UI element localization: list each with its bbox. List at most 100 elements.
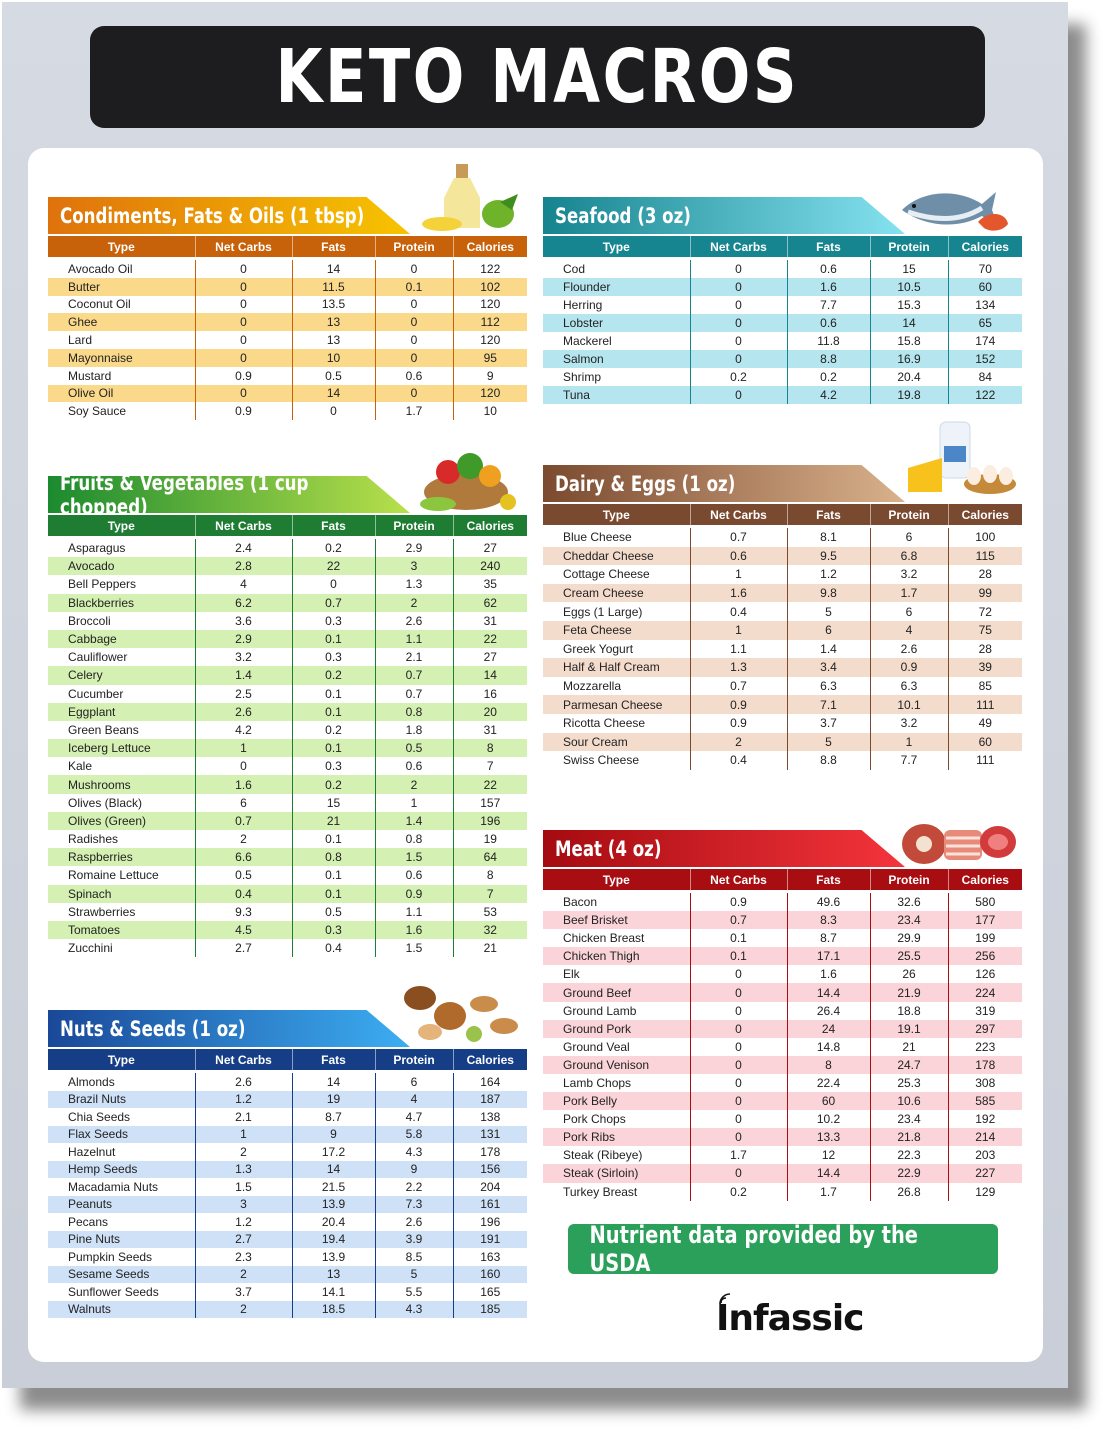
cell-value: 13 xyxy=(291,313,375,332)
food-name: Soy Sauce xyxy=(68,404,127,419)
food-name: Bell Peppers xyxy=(68,577,137,592)
cell-value: 0.6 xyxy=(786,314,870,332)
cell-value: 0.1 xyxy=(291,830,375,849)
food-name: Cucumber xyxy=(68,686,124,701)
cell-value: 21 xyxy=(869,1037,948,1056)
cell-value: 19.8 xyxy=(869,386,948,404)
cell-value: 21 xyxy=(291,811,375,830)
cell-value: 9.5 xyxy=(786,546,870,566)
cell-value: 100 xyxy=(947,528,1022,547)
cell-value: 1.3 xyxy=(374,575,453,594)
cell-value: 5.5 xyxy=(374,1283,453,1301)
cell-value: 196 xyxy=(452,811,527,830)
cell-value: 16 xyxy=(452,684,527,703)
section-fruits-vegetables: Fruits & Vegetables (1 cup chopped) Type N… xyxy=(48,476,527,958)
column-header: Net Carbs xyxy=(194,515,292,536)
cell-value: 227 xyxy=(947,1164,1022,1183)
cell-value: 129 xyxy=(947,1182,1022,1201)
cell-value: 24.7 xyxy=(869,1055,948,1074)
cell-value: 0.9 xyxy=(689,893,787,912)
column-header: Protein xyxy=(869,236,948,257)
cell-value: 120 xyxy=(452,331,527,349)
cell-value: 10.6 xyxy=(869,1092,948,1111)
cell-value: 0 xyxy=(194,277,292,296)
table-row: Pork Belly 0 60 10.6 585 xyxy=(543,1092,1022,1111)
cell-value: 580 xyxy=(947,893,1022,912)
cell-value: 12 xyxy=(786,1146,870,1165)
food-name: Flounder xyxy=(563,280,611,294)
food-name: Walnuts xyxy=(68,1302,111,1317)
cell-value: 21.9 xyxy=(869,983,948,1002)
table-row: Pecans 1.2 20.4 2.6 196 xyxy=(48,1213,527,1231)
cell-value: 0.9 xyxy=(194,402,292,421)
table-row: Herring 0 7.7 15.3 134 xyxy=(543,296,1022,314)
cell-value: 28 xyxy=(947,639,1022,659)
food-name: Olive Oil xyxy=(68,386,114,401)
cell-value: 0.9 xyxy=(689,695,787,714)
cell-value: 4.7 xyxy=(374,1108,453,1126)
column-header: Fats xyxy=(786,504,870,525)
table-row: Soy Sauce 0.9 0 1.7 10 xyxy=(48,402,527,421)
table-row: Coconut Oil 0 13.5 0 120 xyxy=(48,295,527,314)
table-row: Swiss Cheese 0.4 8.8 7.7 111 xyxy=(543,751,1022,770)
section-title-bar: Seafood (3 oz) xyxy=(543,197,905,234)
table-row: Butter 0 11.5 0.1 102 xyxy=(48,277,527,296)
cell-value: 111 xyxy=(947,751,1022,770)
cell-value: 214 xyxy=(947,1128,1022,1147)
cell-value: 5 xyxy=(374,1265,453,1283)
table-row: Pine Nuts 2.7 19.4 3.9 191 xyxy=(48,1230,527,1248)
cell-value: 0.1 xyxy=(291,702,375,721)
food-name: Flax Seeds xyxy=(68,1127,129,1142)
food-name: Avocado xyxy=(68,559,115,574)
food-name: Chicken Thigh xyxy=(563,949,640,964)
cell-value: 1.7 xyxy=(689,1146,787,1165)
cell-value: 203 xyxy=(947,1146,1022,1165)
table-header: Type Net Carbs Fats Protein Calories xyxy=(48,236,527,257)
table-row: Lamb Chops 0 22.4 25.3 308 xyxy=(543,1073,1022,1093)
cell-value: 60 xyxy=(947,278,1022,296)
cell-value: 185 xyxy=(452,1300,527,1318)
cell-value: 22 xyxy=(291,557,375,576)
cell-value: 26 xyxy=(869,965,948,984)
cell-value: 3 xyxy=(374,557,453,576)
column-header: Protein xyxy=(374,515,453,536)
cell-value: 1.6 xyxy=(786,278,870,296)
table-row: Macadamia Nuts 1.5 21.5 2.2 204 xyxy=(48,1178,527,1196)
food-name: Half & Half Cream xyxy=(563,660,660,675)
cell-value: 102 xyxy=(452,277,527,296)
food-name: Hazelnut xyxy=(68,1144,116,1159)
column-header: Fats xyxy=(291,515,375,536)
cell-value: 0 xyxy=(374,260,453,278)
cell-value: 2 xyxy=(194,1143,292,1161)
cell-value: 2 xyxy=(689,732,787,752)
cell-value: 1 xyxy=(374,793,453,812)
cell-value: 3 xyxy=(194,1195,292,1213)
table-row: Parmesan Cheese 0.9 7.1 10.1 111 xyxy=(543,695,1022,714)
table-row: Hazelnut 2 17.2 4.3 178 xyxy=(48,1143,527,1161)
vegetable-basket-icon xyxy=(420,453,516,511)
table-row: Strawberries 9.3 0.5 1.1 53 xyxy=(48,902,527,921)
food-name: Eggs (1 Large) xyxy=(563,604,643,619)
table-row: Green Beans 4.2 0.2 1.8 31 xyxy=(48,720,527,740)
cell-value: 15.8 xyxy=(869,332,948,350)
table-row: Ground Beef 0 14.4 21.9 224 xyxy=(543,983,1022,1002)
cell-value: 7.3 xyxy=(374,1195,453,1213)
cell-value: 6 xyxy=(869,528,948,547)
cell-value: 0.8 xyxy=(291,848,375,867)
brand-name: Infassic xyxy=(716,1298,865,1339)
cell-value: 2.6 xyxy=(194,702,292,721)
cell-value: 0 xyxy=(194,348,292,367)
cell-value: 138 xyxy=(452,1108,527,1126)
cell-value: 2 xyxy=(194,1265,292,1283)
cell-value: 9.8 xyxy=(786,583,870,603)
cell-value: 72 xyxy=(947,602,1022,621)
cell-value: 156 xyxy=(452,1160,527,1178)
cell-value: 22.4 xyxy=(786,1073,870,1093)
cell-value: 8.3 xyxy=(786,911,870,930)
table-row: Cheddar Cheese 0.6 9.5 6.8 115 xyxy=(543,546,1022,566)
table-row: Turkey Breast 0.2 1.7 26.8 129 xyxy=(543,1182,1022,1201)
column-header: Fats xyxy=(291,1049,375,1070)
cell-value: 112 xyxy=(452,313,527,332)
section-title: Meat (4 oz) xyxy=(555,836,662,861)
food-name: Cauliflower xyxy=(68,650,128,665)
